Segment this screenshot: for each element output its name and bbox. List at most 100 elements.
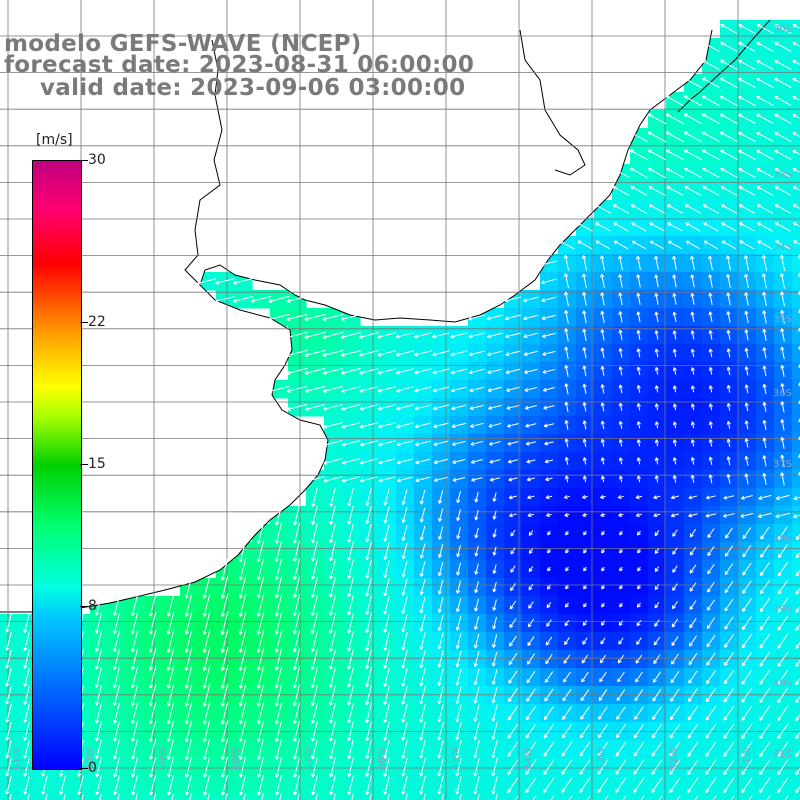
wind-arrow [726, 420, 731, 429]
wind-arrow [636, 403, 641, 411]
wind-arrow [672, 439, 677, 447]
wind-arrow [708, 348, 713, 358]
wind-arrow [341, 440, 361, 447]
wind-arrow [359, 350, 379, 357]
wind-cell [792, 686, 800, 705]
latitude-label: 36S [773, 388, 792, 399]
wind-arrow [507, 441, 519, 446]
wind-arrow [774, 222, 791, 232]
wind-arrow [774, 204, 792, 214]
wind-arrow [618, 366, 623, 376]
wind-arrow [581, 255, 588, 271]
wind-arrow [720, 167, 738, 178]
wind-cell [792, 380, 800, 399]
wind-cell [792, 434, 800, 453]
wind-arrow [774, 168, 792, 178]
wind-arrow [600, 420, 605, 430]
wind-cell [792, 398, 800, 417]
wind-arrow [761, 254, 768, 271]
wind-arrow [432, 368, 450, 375]
wind-arrow [683, 95, 702, 107]
wind-cell [792, 416, 800, 435]
wind-arrow [636, 366, 641, 376]
wind-arrow [649, 222, 665, 232]
wind-arrow [613, 240, 629, 250]
latitude-label: 40S [773, 678, 792, 689]
wind-arrow [672, 274, 677, 288]
wind-cell [792, 182, 800, 201]
wind-arrow [738, 113, 756, 125]
longitude-label: 58W [231, 747, 242, 770]
wind-arrow [726, 255, 731, 271]
wind-arrow [618, 347, 623, 358]
wind-arrow [618, 402, 623, 411]
wind-arrow [600, 438, 605, 447]
wind-arrow [762, 347, 767, 359]
wind-arrow [744, 273, 749, 289]
wind-arrow [359, 422, 378, 429]
wind-arrow [304, 349, 326, 357]
wind-cell [468, 794, 487, 800]
wind-arrow [738, 168, 756, 178]
wind-arrow [488, 441, 501, 446]
wind-arrow [792, 78, 800, 84]
wind-arrow [378, 458, 396, 465]
wind-arrow [469, 386, 485, 393]
wind-arrow [720, 41, 738, 52]
wind-cell [792, 542, 800, 561]
wind-arrow [268, 295, 290, 303]
wind-arrow [726, 438, 731, 448]
wind-cell [792, 776, 800, 795]
wind-arrow [559, 240, 575, 250]
wind-arrow [322, 367, 344, 375]
wind-arrow [726, 273, 731, 288]
wind-arrow [756, 168, 774, 178]
wind-arrow [377, 368, 397, 375]
wind-arrow [396, 386, 414, 393]
wind-arrow [684, 167, 702, 179]
wind-arrow [582, 328, 587, 342]
wind-arrow [667, 240, 683, 250]
wind-arrow [323, 440, 343, 447]
wind-cell [486, 794, 505, 800]
wind-cell [378, 794, 397, 800]
wind-arrow [762, 291, 767, 306]
wind-arrow [744, 329, 749, 341]
wind-arrow [685, 222, 701, 232]
wind-cell [648, 794, 667, 800]
wind-arrow [792, 186, 800, 192]
wind-arrow [774, 42, 792, 52]
wind-arrow [665, 95, 685, 107]
wind-arrow [377, 404, 396, 411]
wind-arrow [541, 332, 556, 339]
wind-arrow [774, 131, 792, 142]
wind-arrow [756, 77, 774, 88]
wind-arrow [756, 113, 774, 125]
forecast-date: forecast date: 2023-08-31 06:00:00 [4, 52, 475, 78]
wind-arrow [322, 313, 344, 321]
wind-arrow [286, 367, 308, 375]
wind-arrow [792, 132, 800, 138]
wind-arrow [744, 347, 749, 358]
wind-arrow [708, 255, 713, 271]
wind-arrow [702, 149, 720, 161]
wind-cell [792, 164, 800, 183]
wind-arrow [720, 186, 738, 196]
wind-arrow [618, 255, 623, 271]
wind-arrow [304, 367, 326, 375]
wind-cell [360, 794, 379, 800]
wind-arrow [523, 350, 538, 357]
wind-arrow [721, 222, 737, 232]
wind-arrow [762, 328, 767, 342]
valid-date: valid date: 2023-09-06 03:00:00 [40, 75, 466, 101]
land-mask [0, 19, 771, 613]
wind-arrow [564, 346, 569, 360]
wind-cell [234, 794, 253, 800]
wind-arrow [340, 331, 362, 339]
wind-arrow [197, 278, 217, 285]
wind-arrow [721, 240, 737, 250]
wind-arrow [665, 113, 685, 125]
wind-arrow [654, 274, 659, 288]
colorbar-tick-mark [80, 160, 88, 161]
